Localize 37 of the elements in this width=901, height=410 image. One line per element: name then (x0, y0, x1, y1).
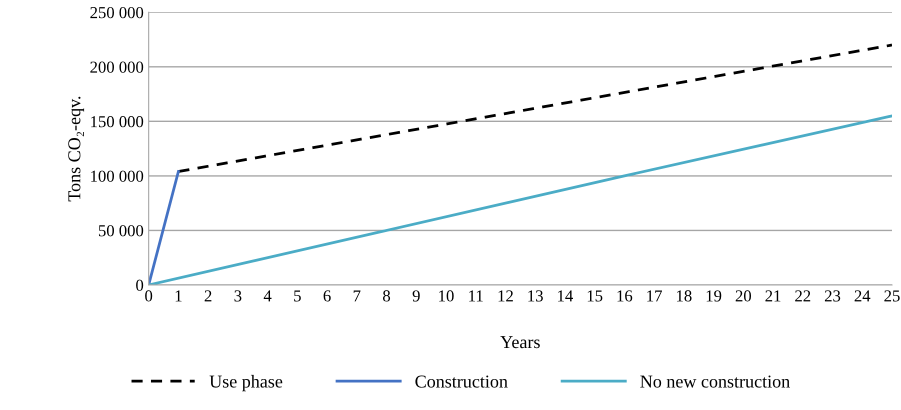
x-tick-label: 12 (498, 290, 513, 302)
x-tick-label: 1 (176, 290, 182, 302)
y-tick-label: 0 (136, 280, 144, 291)
x-tick-label: 4 (264, 290, 272, 302)
x-tick-label: 18 (676, 290, 692, 302)
x-tick-label: 5 (294, 290, 301, 302)
x-tick-label: 17 (647, 290, 662, 302)
y-tick-label: 50 000 (98, 225, 144, 236)
x-tick-label: 10 (439, 290, 454, 302)
y-tick-label: 150 000 (91, 116, 144, 128)
x-tick-label: 19 (706, 290, 722, 302)
x-tick-label: 2 (204, 290, 212, 302)
y-axis-title: Tons CO₂-eqv. (68, 96, 84, 202)
legend-label: No new construction (640, 376, 790, 388)
y-tick-label: 200 000 (90, 62, 144, 73)
x-tick-label: 25 (884, 290, 900, 302)
legend-label: Construction (415, 376, 508, 388)
x-tick-label: 11 (469, 290, 483, 302)
x-tick-label: 6 (324, 290, 331, 302)
y-tick-label: 100 000 (91, 170, 144, 182)
x-tick-label: 9 (412, 290, 420, 302)
x-tick-label: 14 (558, 290, 573, 302)
x-tick-label: 24 (854, 290, 870, 302)
x-tick-label: 0 (145, 290, 152, 302)
legend-label: Use phase (210, 374, 282, 392)
x-tick-label: 23 (824, 290, 840, 302)
x-tick-label: 7 (354, 290, 360, 302)
x-tick-label: 16 (618, 290, 632, 302)
x-tick-label: 13 (528, 290, 543, 302)
x-tick-label: 20 (736, 290, 752, 302)
x-tick-label: 3 (234, 290, 242, 302)
x-axis-title: Years (500, 336, 540, 348)
x-tick-label: 8 (383, 290, 390, 302)
x-tick-label: 22 (795, 290, 810, 302)
y-tick-label: 250 000 (90, 7, 144, 18)
x-tick-label: 21 (765, 290, 780, 302)
x-tick-label: 15 (588, 290, 602, 302)
